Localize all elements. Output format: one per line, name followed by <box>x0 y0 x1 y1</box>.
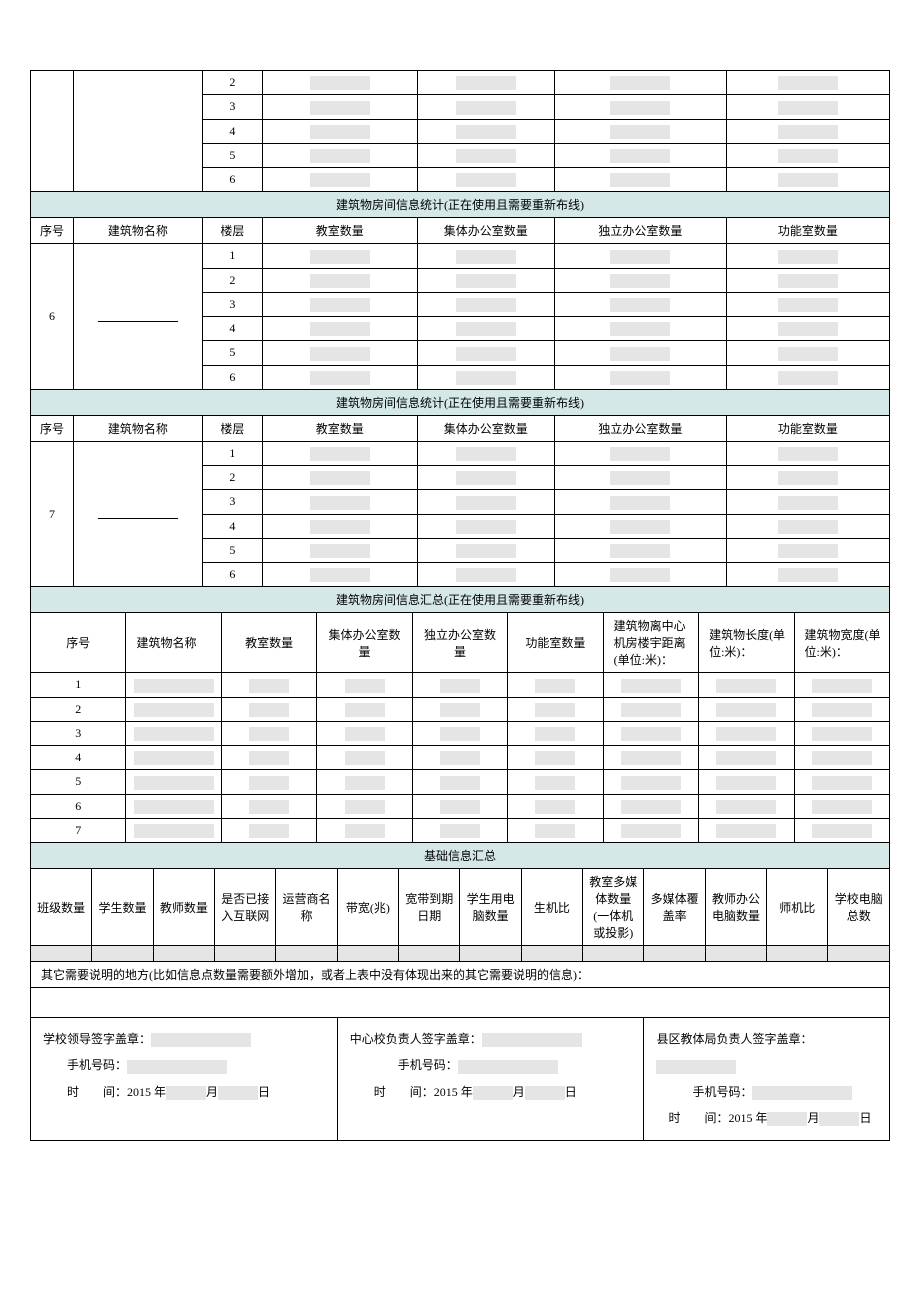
col-seq: 序号 <box>31 218 74 244</box>
input-field[interactable] <box>610 76 670 90</box>
table-row: 5 <box>31 770 890 794</box>
stats-block-0: 2 3 4 5 6 <box>31 71 890 192</box>
notes-label: 其它需要说明的地方(比如信息点数量需要额外增加，或者上表中没有体现出来的其它需要… <box>31 962 890 988</box>
col-indep-office: 独立办公室数量 <box>554 218 726 244</box>
section-header: 建筑物房间信息统计(正在使用且需要重新布线) <box>31 192 890 218</box>
signature-center: 中心校负责人签字盖章： 手机号码： 时 间：2015 年月日 <box>337 1018 644 1141</box>
table-row: 3 <box>31 721 890 745</box>
section-header: 建筑物房间信息统计(正在使用且需要重新布线) <box>31 389 890 415</box>
building-name-input[interactable] <box>98 505 178 519</box>
table-row: 4 <box>31 746 890 770</box>
seq-cell: 7 <box>31 441 74 587</box>
col-floor: 楼层 <box>202 218 262 244</box>
notes-input[interactable] <box>31 988 890 1018</box>
stats-block-1: 建筑物房间信息统计(正在使用且需要重新布线) 序号 建筑物名称 楼层 教室数量 … <box>31 192 890 390</box>
section-header: 建筑物房间信息汇总(正在使用且需要重新布线) <box>31 587 890 613</box>
table-row: 1 <box>31 673 890 697</box>
signature-county: 县区教体局负责人签字盖章： 手机号码： 时 间：2015 年月日 <box>644 1018 890 1141</box>
input-field[interactable] <box>778 76 838 90</box>
seq-cell: 6 <box>31 244 74 390</box>
input-field[interactable] <box>456 76 516 90</box>
col-name: 建筑物名称 <box>73 218 202 244</box>
stats-block-2: 建筑物房间信息统计(正在使用且需要重新布线) 序号 建筑物名称 楼层 教室数量 … <box>31 389 890 587</box>
col-group-office: 集体办公室数量 <box>417 218 554 244</box>
building-name-input[interactable] <box>98 308 178 322</box>
col-classroom: 教室数量 <box>262 218 417 244</box>
table-row: 7 <box>31 818 890 842</box>
table-row: 6 <box>31 794 890 818</box>
main-table: 2 3 4 5 6 建筑物房间信息统计(正在使用且需要重新布线) 序号 建筑物名… <box>30 70 890 587</box>
basic-table: 基础信息汇总 班级数量 学生数量 教师数量 是否已接入互联网 运营商名称 带宽(… <box>30 843 890 1141</box>
input-field[interactable] <box>310 76 370 90</box>
section-header: 基础信息汇总 <box>31 843 890 869</box>
table-row: 2 <box>31 697 890 721</box>
col-function: 功能室数量 <box>726 218 889 244</box>
floor-cell: 2 <box>202 71 262 95</box>
summary-table: 建筑物房间信息汇总(正在使用且需要重新布线) 序号 建筑物名称 教室数量 集体办… <box>30 587 890 843</box>
basic-data-row[interactable] <box>31 946 890 962</box>
signature-school: 学校领导签字盖章： 手机号码： 时 间：2015 年月日 <box>31 1018 338 1141</box>
